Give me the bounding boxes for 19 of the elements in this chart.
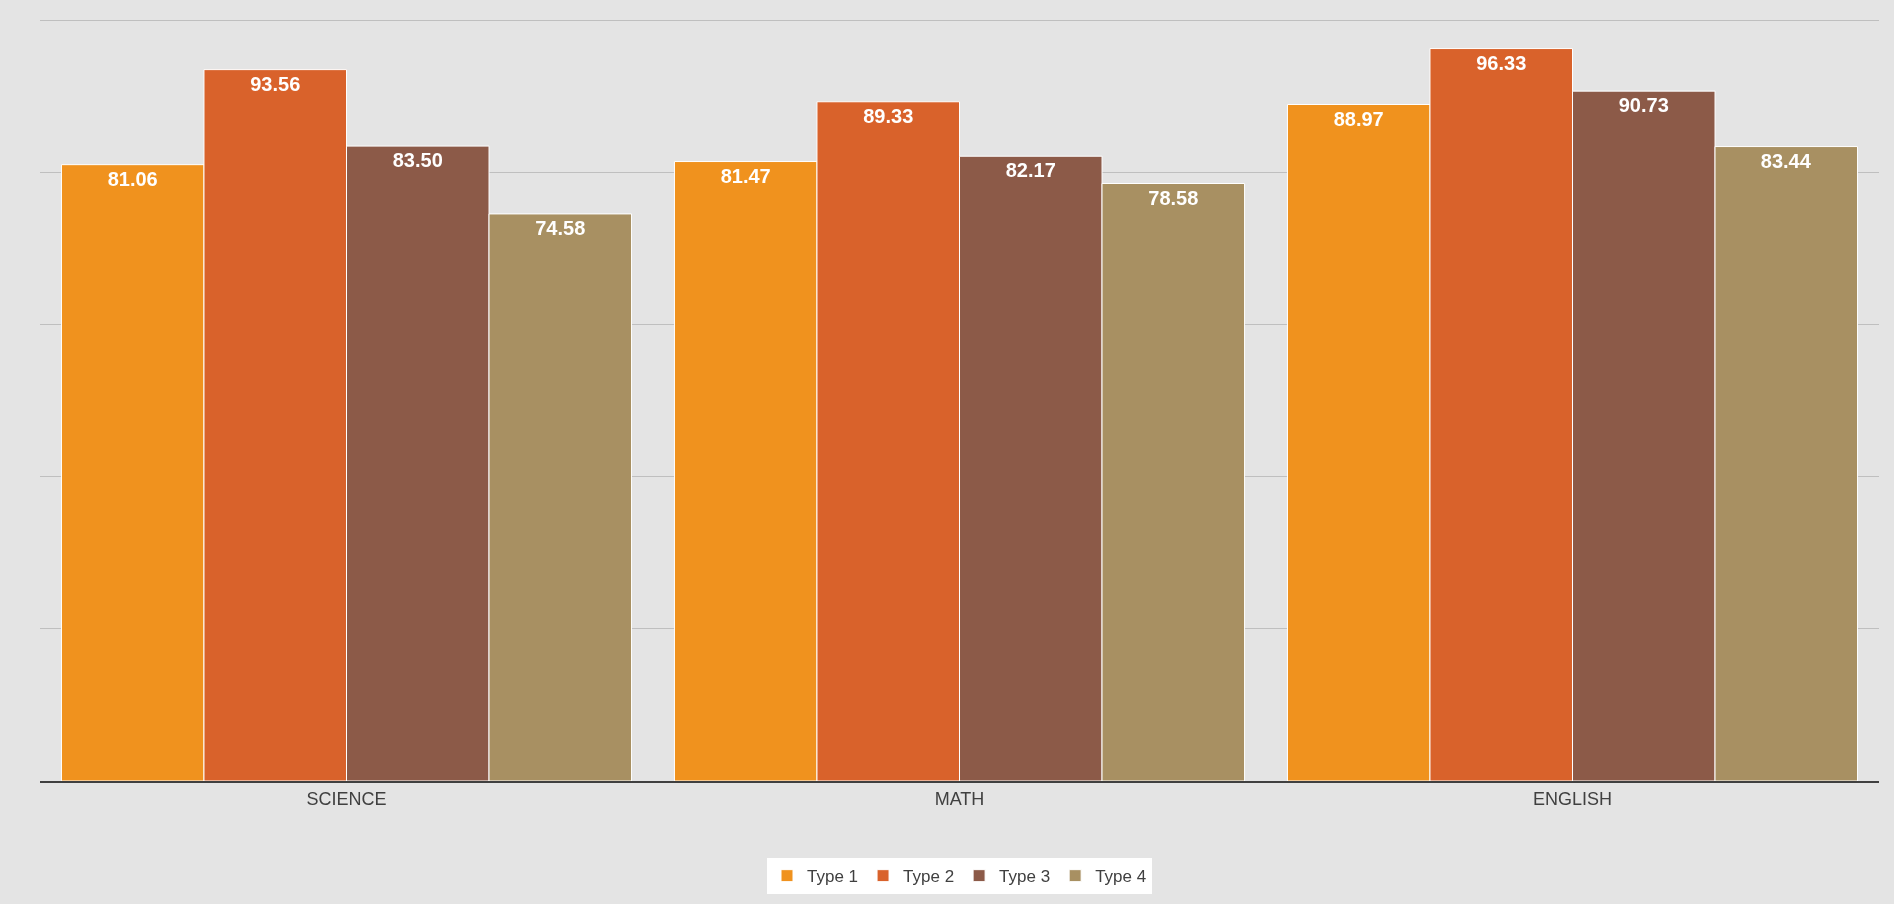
x-tick-label: ENGLISH	[1532, 788, 1613, 809]
data-label: 82.17	[1005, 159, 1056, 182]
legend-label: Type 2	[903, 867, 955, 887]
x-tick-label: MATH	[934, 788, 985, 809]
data-label: 74.58	[535, 216, 586, 239]
data-label: 89.33	[863, 104, 914, 127]
legend-label: Type 4	[1095, 867, 1147, 887]
data-label: 81.47	[720, 164, 771, 187]
data-label: 78.58	[1148, 186, 1199, 209]
data-label: 83.44	[1760, 149, 1812, 172]
legend-label: Type 1	[807, 867, 859, 887]
data-label: 93.56	[250, 72, 301, 95]
data-label: 83.50	[392, 149, 443, 172]
x-tick-label: SCIENCE	[306, 788, 387, 809]
data-label: 96.33	[1476, 51, 1527, 74]
data-label: 88.97	[1333, 107, 1384, 130]
legend-label: Type 3	[999, 867, 1051, 887]
data-label: 81.06	[107, 167, 158, 190]
data-label: 90.73	[1618, 94, 1669, 117]
